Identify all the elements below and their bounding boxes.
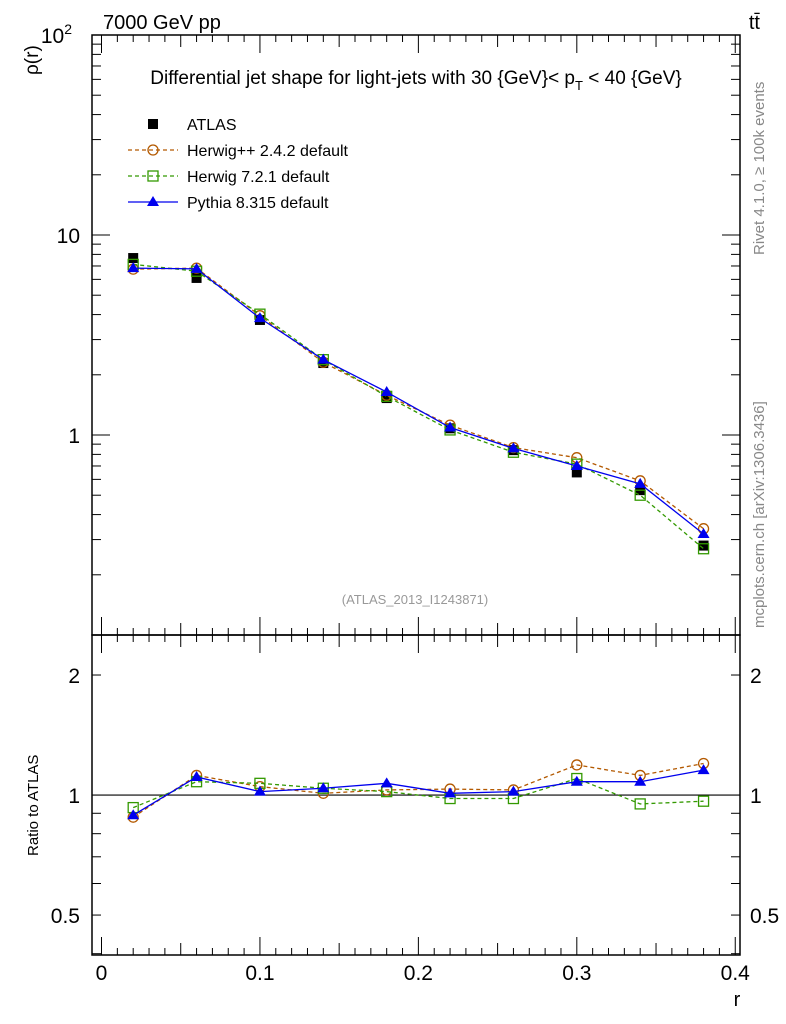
data-point [317, 353, 330, 364]
series-herwig-7-2-1-default [127, 772, 710, 814]
series-line [133, 263, 704, 550]
data-point [380, 777, 393, 788]
legend: ATLAS Herwig++ 2.4.2 default Herwig 7.2.1 … [128, 117, 349, 212]
legend-marker [148, 119, 158, 129]
data-point [191, 272, 202, 283]
mcplots-source-label: mcplots.cern.ch [arXiv:1306.3436] [751, 401, 768, 628]
data-point [380, 386, 393, 397]
series-herwig-7-2-1-default [127, 258, 710, 555]
legend-item: Herwig++ 2.4.2 default [128, 143, 349, 160]
series-herwig-2-4-2-default [127, 757, 710, 823]
y-tick-label-right: 1 [750, 785, 762, 808]
data-point [634, 775, 647, 786]
legend-label: Herwig 7.2.1 default [187, 169, 330, 186]
y-tick-label: 1 [68, 785, 80, 808]
data-point [317, 782, 330, 793]
x-tick-label: 0 [96, 962, 108, 985]
x-tick-label: 0.1 [245, 962, 274, 985]
y-tick-label: 10 [57, 225, 80, 248]
legend-item: ATLAS [148, 117, 237, 134]
legend-label: Pythia 8.315 default [187, 195, 329, 212]
series-line [132, 762, 704, 818]
series-line [132, 777, 704, 809]
x-axis-label: r [734, 989, 741, 1011]
series-line [132, 769, 704, 816]
y-tick-label: 102 [41, 21, 72, 48]
y-tick-exponent: 2 [64, 21, 72, 37]
legend-marker [147, 196, 159, 206]
data-point [444, 421, 457, 432]
data-point [570, 459, 583, 470]
main-title: Differential jet shape for light-jets wi… [150, 68, 682, 93]
data-point [127, 809, 140, 820]
data-point [253, 785, 266, 796]
y-tick-label-right: 0.5 [750, 905, 779, 928]
main-panel: 102 10 1 [41, 21, 741, 636]
y-tick-label: 2 [68, 665, 80, 688]
y-tick-label: 1 [68, 425, 80, 448]
y-tick-label-right: 2 [750, 665, 762, 688]
data-point [634, 798, 646, 810]
data-point [697, 795, 710, 807]
data-point [697, 543, 710, 555]
data-point [571, 467, 582, 478]
y-tick-label: 0.5 [51, 905, 80, 928]
ratio-y-axis-label: Ratio to ATLAS [25, 755, 42, 856]
main-y-axis-label: ρ(r) [22, 45, 43, 75]
series-pythia-8-315-default [127, 764, 710, 820]
data-point [634, 477, 647, 488]
data-point [634, 489, 646, 501]
series-atlas [128, 253, 709, 551]
series-line [133, 267, 704, 530]
data-point [253, 312, 266, 323]
title-subscript: T [575, 78, 583, 93]
data-point [570, 775, 583, 786]
data-point [190, 770, 203, 781]
x-tick-label: 0.3 [562, 962, 591, 985]
series-pythia-8-315-default [127, 262, 710, 538]
data-point [128, 253, 139, 264]
data-point [697, 764, 710, 775]
series-line [133, 267, 704, 535]
legend-marker [147, 144, 159, 156]
data-point [381, 393, 392, 404]
header-right: tt̄ [749, 12, 761, 34]
rivet-version-label: Rivet 4.1.0, ≥ 100k events [751, 82, 768, 255]
data-point [507, 442, 520, 453]
header-left: 7000 GeV pp [103, 12, 221, 34]
legend-item: Herwig 7.2.1 default [128, 169, 330, 186]
ratio-panel: 2 2 1 1 0.5 0.5 0 0.1 0.2 0.3 0.4 [51, 634, 779, 985]
x-tick-label: 0.4 [721, 962, 751, 985]
series-herwig-2-4-2-default [127, 262, 710, 535]
data-point [190, 262, 203, 273]
legend-label: Herwig++ 2.4.2 default [187, 143, 349, 160]
data-point [127, 262, 140, 273]
data-point [444, 787, 457, 798]
data-point [571, 759, 583, 771]
x-tick-label: 0.2 [404, 962, 433, 985]
data-point [507, 785, 520, 796]
data-point [697, 527, 710, 538]
legend-item: Pythia 8.315 default [128, 195, 329, 212]
title-text-rest: < 40 {GeV} [583, 68, 682, 89]
legend-label: ATLAS [187, 117, 237, 134]
legend-marker [147, 170, 159, 182]
title-text: Differential jet shape for light-jets wi… [150, 68, 575, 89]
analysis-watermark: (ATLAS_2013_I1243871) [342, 592, 488, 607]
data-point [698, 540, 709, 551]
